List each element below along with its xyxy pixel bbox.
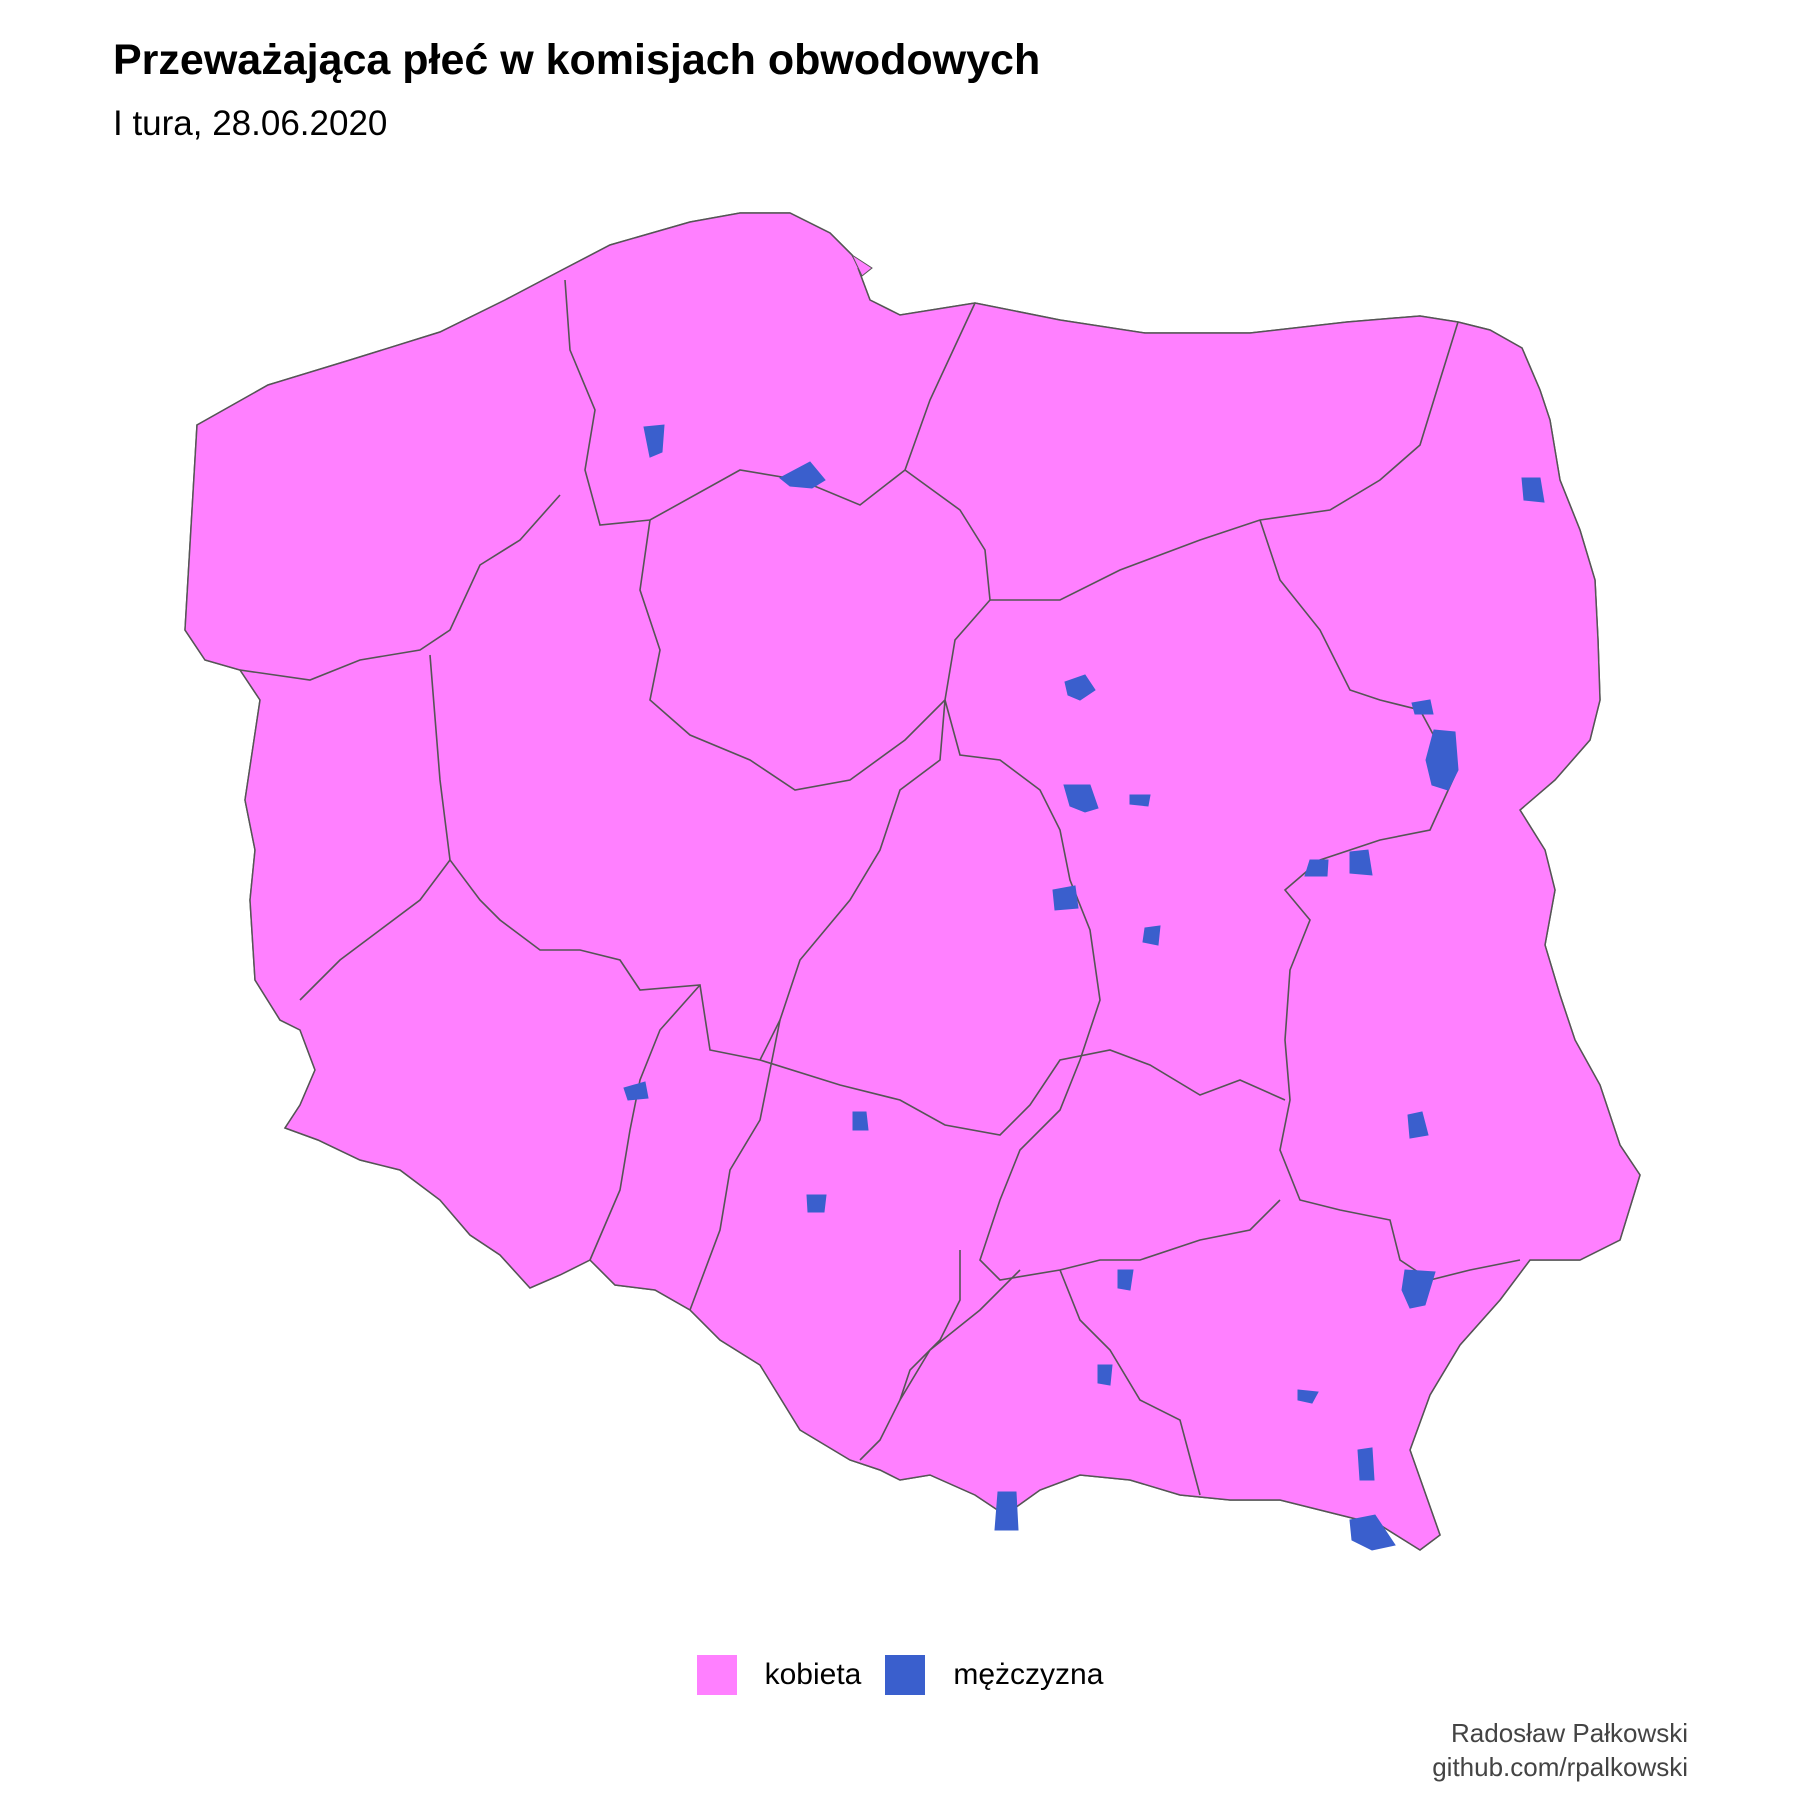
legend-swatch-mezczyzna [885,1655,926,1695]
author-name: Radosław Pałkowski [1451,1718,1688,1748]
author-url: github.com/rpalkowski [1432,1752,1688,1782]
legend-swatch-kobieta [696,1655,737,1695]
map-title: Przeważająca płeć w komisjach obwodowych [113,36,1041,84]
legend-item-mezczyzna: mężczyzna [885,1655,1103,1695]
author-caption: Radosław Pałkowski github.com/rpalkowski [1432,1716,1688,1784]
male-majority-areas [623,424,1545,1551]
legend-item-kobieta: kobieta [696,1655,862,1695]
legend-label-kobieta: kobieta [764,1658,862,1691]
country-shape [184,212,1641,1551]
legend-label-mezczyzna: mężczyzna [953,1658,1104,1691]
map-subtitle: I tura, 28.06.2020 [113,104,388,143]
voivodeship-borders [239,279,1521,1496]
legend: kobieta mężczyzna [0,1655,1800,1695]
